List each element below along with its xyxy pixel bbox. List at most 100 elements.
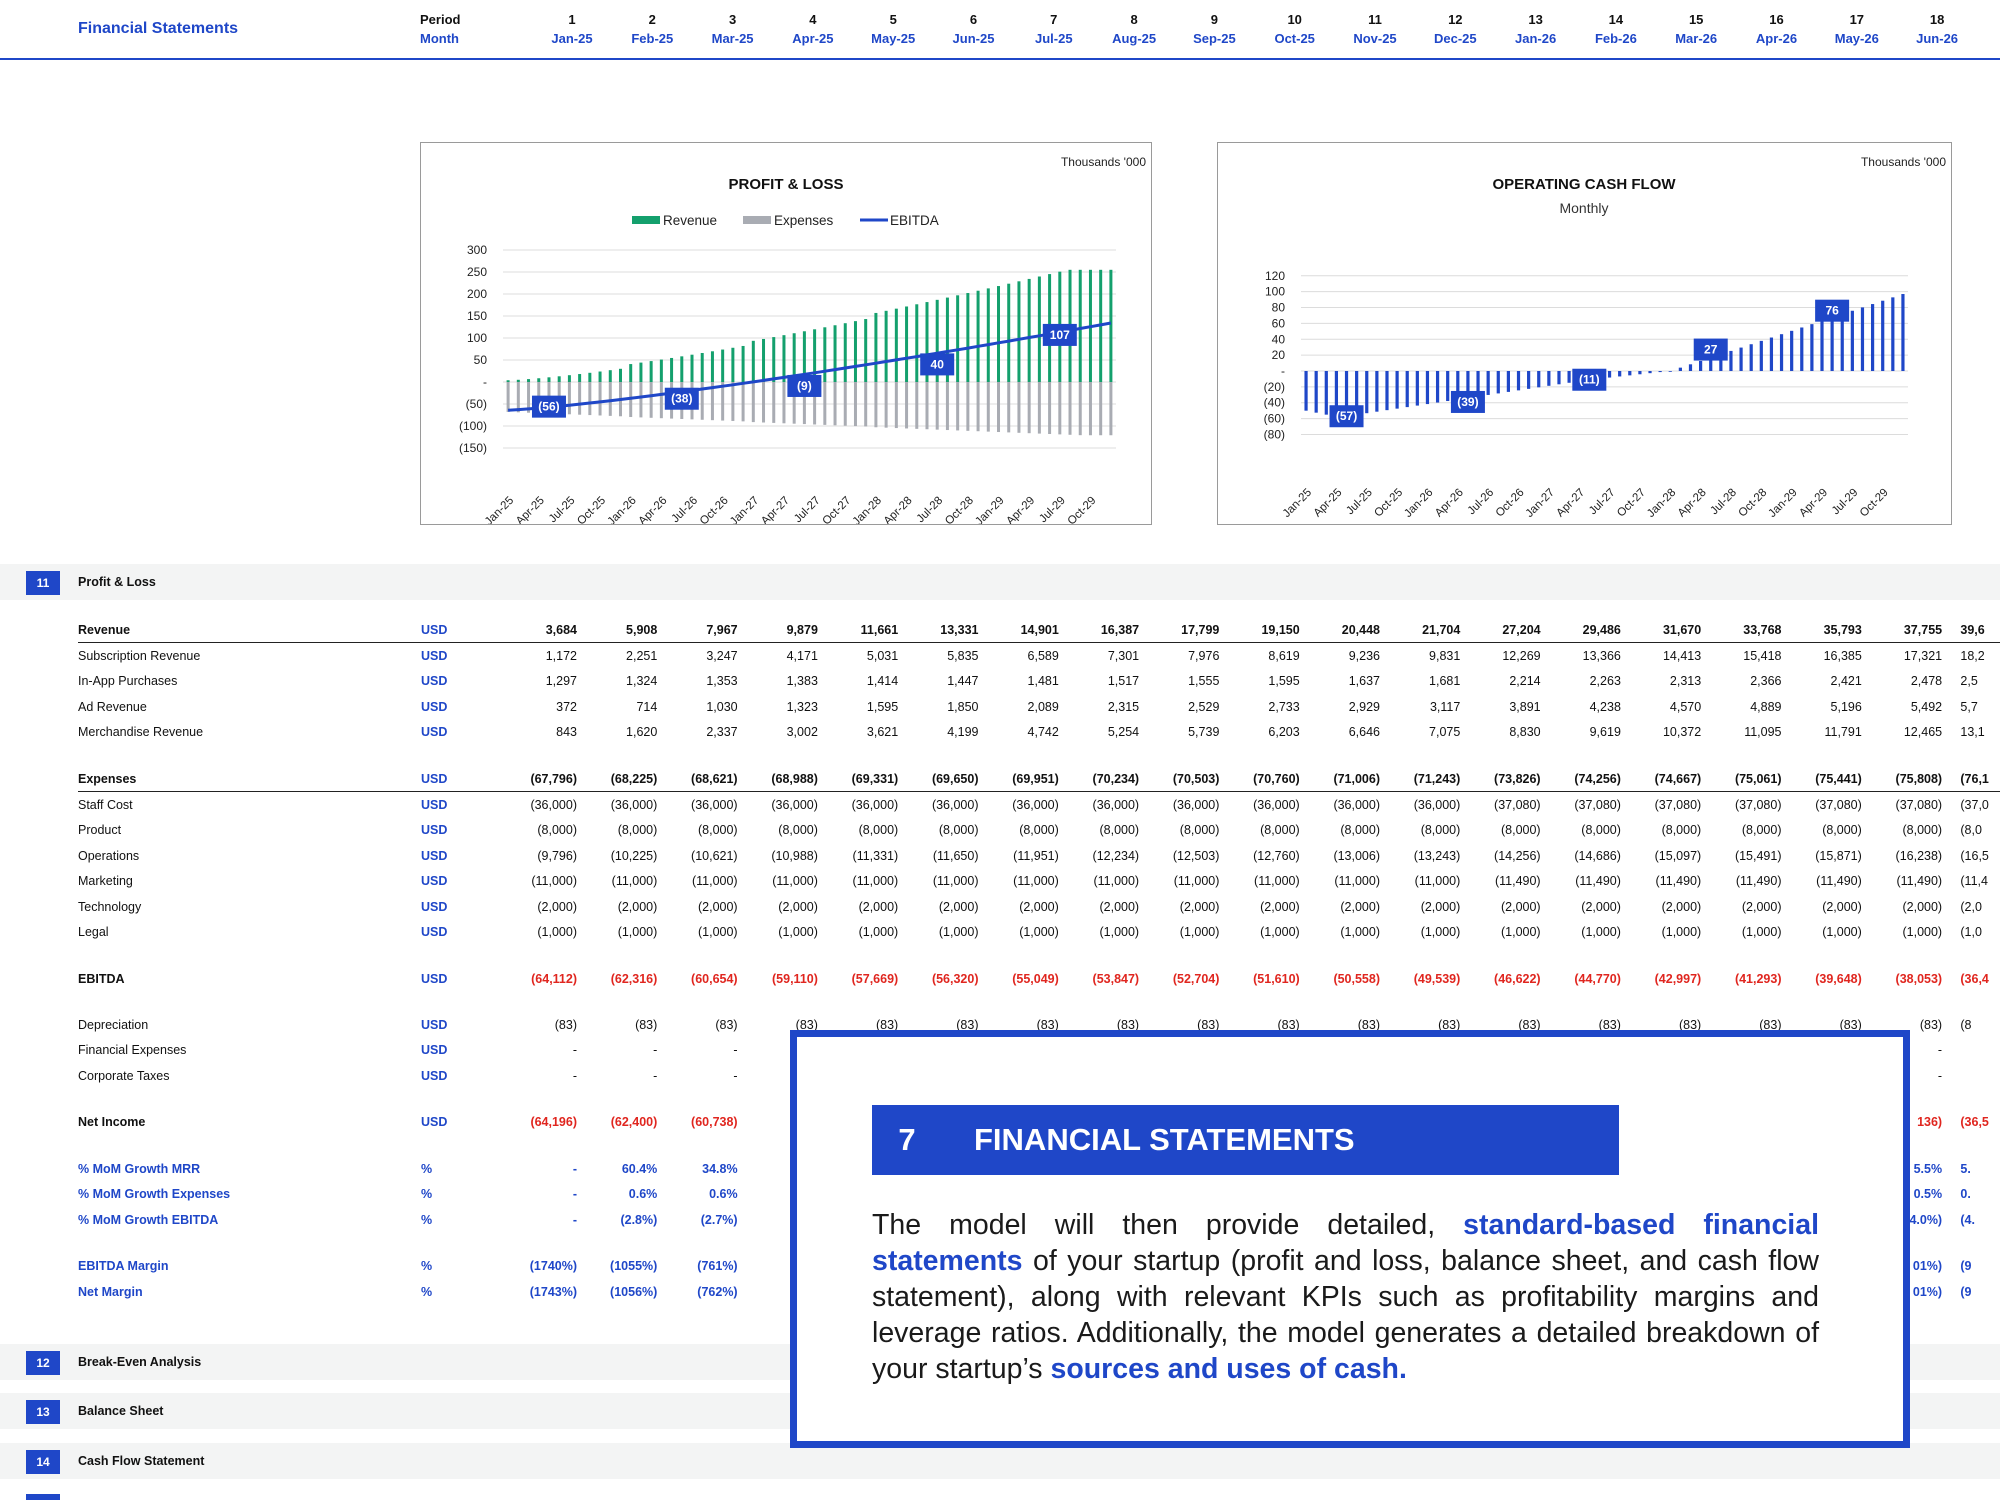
table-cell[interactable]: 2,733 — [1268, 700, 1300, 714]
table-cell[interactable]: (70,234) — [1092, 772, 1140, 786]
table-cell[interactable]: (83) — [635, 1018, 658, 1032]
table-cell[interactable]: (11,490) — [1575, 874, 1621, 888]
table-cell[interactable]: 372 — [556, 700, 577, 714]
table-cell[interactable]: (59,110) — [772, 972, 818, 986]
table-cell[interactable]: (11,000) — [1334, 874, 1380, 888]
table-cell[interactable]: (75,441) — [1815, 772, 1862, 786]
table-cell[interactable]: (44,770) — [1574, 972, 1621, 986]
table-cell[interactable]: (64,196) — [530, 1115, 577, 1129]
table-cell[interactable]: 4,238 — [1589, 700, 1621, 714]
table-cell[interactable]: 0. — [1960, 1187, 1971, 1201]
table-cell[interactable]: (83) — [956, 1018, 979, 1032]
table-cell[interactable]: (1,000) — [1902, 925, 1943, 939]
table-cell[interactable]: 7,075 — [1429, 725, 1461, 739]
table-cell[interactable]: (8,000) — [858, 823, 899, 837]
table-cell[interactable]: 1,637 — [1348, 674, 1380, 688]
table-cell[interactable]: 1,517 — [1107, 674, 1140, 688]
table-cell[interactable]: (67,796) — [530, 772, 577, 786]
table-cell[interactable]: (8,0 — [1960, 823, 1982, 837]
table-cell[interactable]: (11,000) — [1173, 874, 1220, 888]
table-cell[interactable]: 2,263 — [1589, 674, 1621, 688]
table-cell[interactable]: (69,951) — [1012, 772, 1059, 786]
table-cell[interactable]: 12,269 — [1502, 649, 1541, 663]
table-cell[interactable]: 2,529 — [1188, 700, 1220, 714]
table-cell[interactable]: 2,337 — [706, 725, 738, 739]
table-cell[interactable]: (36,000) — [931, 798, 979, 812]
table-cell[interactable]: 35,793 — [1823, 623, 1862, 637]
table-cell[interactable]: 34.8% — [702, 1162, 738, 1176]
table-cell[interactable]: (1,000) — [858, 925, 899, 939]
table-cell[interactable]: 5. — [1960, 1162, 1971, 1176]
table-cell[interactable]: 3,684 — [545, 623, 577, 637]
table-cell[interactable]: (8,000) — [1661, 823, 1702, 837]
table-cell[interactable]: 2,421 — [1830, 674, 1862, 688]
table-cell[interactable]: (53,847) — [1092, 972, 1140, 986]
table-cell[interactable]: (37,080) — [1734, 798, 1782, 812]
table-cell[interactable]: (39,648) — [1815, 972, 1862, 986]
table-cell[interactable]: (1,000) — [1179, 925, 1220, 939]
table-cell[interactable]: (83) — [1357, 1018, 1380, 1032]
table-cell[interactable]: 29,486 — [1582, 623, 1621, 637]
table-cell[interactable]: 33,768 — [1743, 623, 1782, 637]
table-cell[interactable]: 3,891 — [1509, 700, 1541, 714]
table-cell[interactable]: (83) — [1839, 1018, 1862, 1032]
table-cell[interactable]: (2,000) — [938, 900, 979, 914]
table-cell[interactable]: (8,000) — [1340, 823, 1380, 837]
table-cell[interactable]: 10,372 — [1662, 725, 1702, 739]
table-cell[interactable]: (1,000) — [697, 925, 738, 939]
table-cell[interactable]: 5,254 — [1107, 725, 1140, 739]
table-cell[interactable]: 16,387 — [1100, 623, 1140, 637]
table-cell[interactable]: (1,000) — [537, 925, 577, 939]
table-cell[interactable]: (69,331) — [851, 772, 899, 786]
table-cell[interactable]: (46,622) — [1494, 972, 1541, 986]
table-cell[interactable]: 01%) — [1912, 1285, 1943, 1299]
table-cell[interactable]: (8,000) — [1179, 823, 1220, 837]
table-cell[interactable]: - — [733, 1069, 738, 1083]
table-cell[interactable]: 0.5% — [1913, 1187, 1943, 1201]
table-cell[interactable]: 1,595 — [866, 700, 899, 714]
table-cell[interactable]: (62,316) — [610, 972, 658, 986]
table-cell[interactable]: (36,000) — [610, 798, 658, 812]
table-cell[interactable]: 3,247 — [706, 649, 738, 663]
table-cell[interactable]: (83) — [554, 1018, 577, 1032]
table-cell[interactable]: 14,413 — [1662, 649, 1702, 663]
table-cell[interactable]: (8,000) — [1741, 823, 1782, 837]
table-cell[interactable]: (11,000) — [1093, 874, 1140, 888]
table-cell[interactable]: 9,879 — [786, 623, 818, 637]
table-cell[interactable]: (11,000) — [932, 874, 979, 888]
table-cell[interactable]: (1743%) — [529, 1285, 577, 1299]
table-cell[interactable]: (2,000) — [1902, 900, 1943, 914]
table-cell[interactable]: (11,490) — [1735, 874, 1782, 888]
table-cell[interactable]: (60,654) — [691, 972, 738, 986]
table-cell[interactable]: (68,621) — [691, 772, 738, 786]
table-cell[interactable]: (10,225) — [610, 849, 658, 863]
table-cell[interactable]: (12,760) — [1253, 849, 1300, 863]
table-cell[interactable]: (9 — [1960, 1259, 1972, 1273]
section-profit-loss[interactable]: 11 Profit & Loss — [0, 564, 2000, 600]
table-cell[interactable]: (11,650) — [932, 849, 979, 863]
table-cell[interactable]: - — [572, 1162, 577, 1176]
table-cell[interactable]: 2,214 — [1509, 674, 1541, 688]
table-cell[interactable]: 37,755 — [1903, 623, 1943, 637]
table-cell[interactable]: (38,053) — [1895, 972, 1943, 986]
table-cell[interactable]: 1,353 — [706, 674, 738, 688]
table-cell[interactable]: (1,000) — [1099, 925, 1140, 939]
table-cell[interactable]: (14,256) — [1494, 849, 1541, 863]
table-cell[interactable]: (4. — [1960, 1213, 1975, 1227]
table-cell[interactable]: 4,742 — [1027, 725, 1059, 739]
table-cell[interactable]: - — [653, 1043, 658, 1057]
table-cell[interactable]: (36,4 — [1960, 972, 1989, 986]
table-cell[interactable]: (36,000) — [1172, 798, 1220, 812]
table-cell[interactable]: (71,006) — [1333, 772, 1380, 786]
table-cell[interactable]: (2,000) — [1822, 900, 1862, 914]
table-cell[interactable]: (14,686) — [1574, 849, 1621, 863]
table-cell[interactable]: 1,414 — [866, 674, 899, 688]
table-cell[interactable]: (13,243) — [1413, 849, 1461, 863]
table-cell[interactable]: 3,117 — [1429, 700, 1461, 714]
table-cell[interactable]: (36,000) — [1012, 798, 1059, 812]
table-cell[interactable]: (1055%) — [610, 1259, 658, 1273]
table-cell[interactable]: 1,620 — [626, 725, 658, 739]
table-cell[interactable]: 2,478 — [1910, 674, 1943, 688]
table-cell[interactable]: (2,000) — [1260, 900, 1300, 914]
table-cell[interactable]: 18,2 — [1960, 649, 1985, 663]
